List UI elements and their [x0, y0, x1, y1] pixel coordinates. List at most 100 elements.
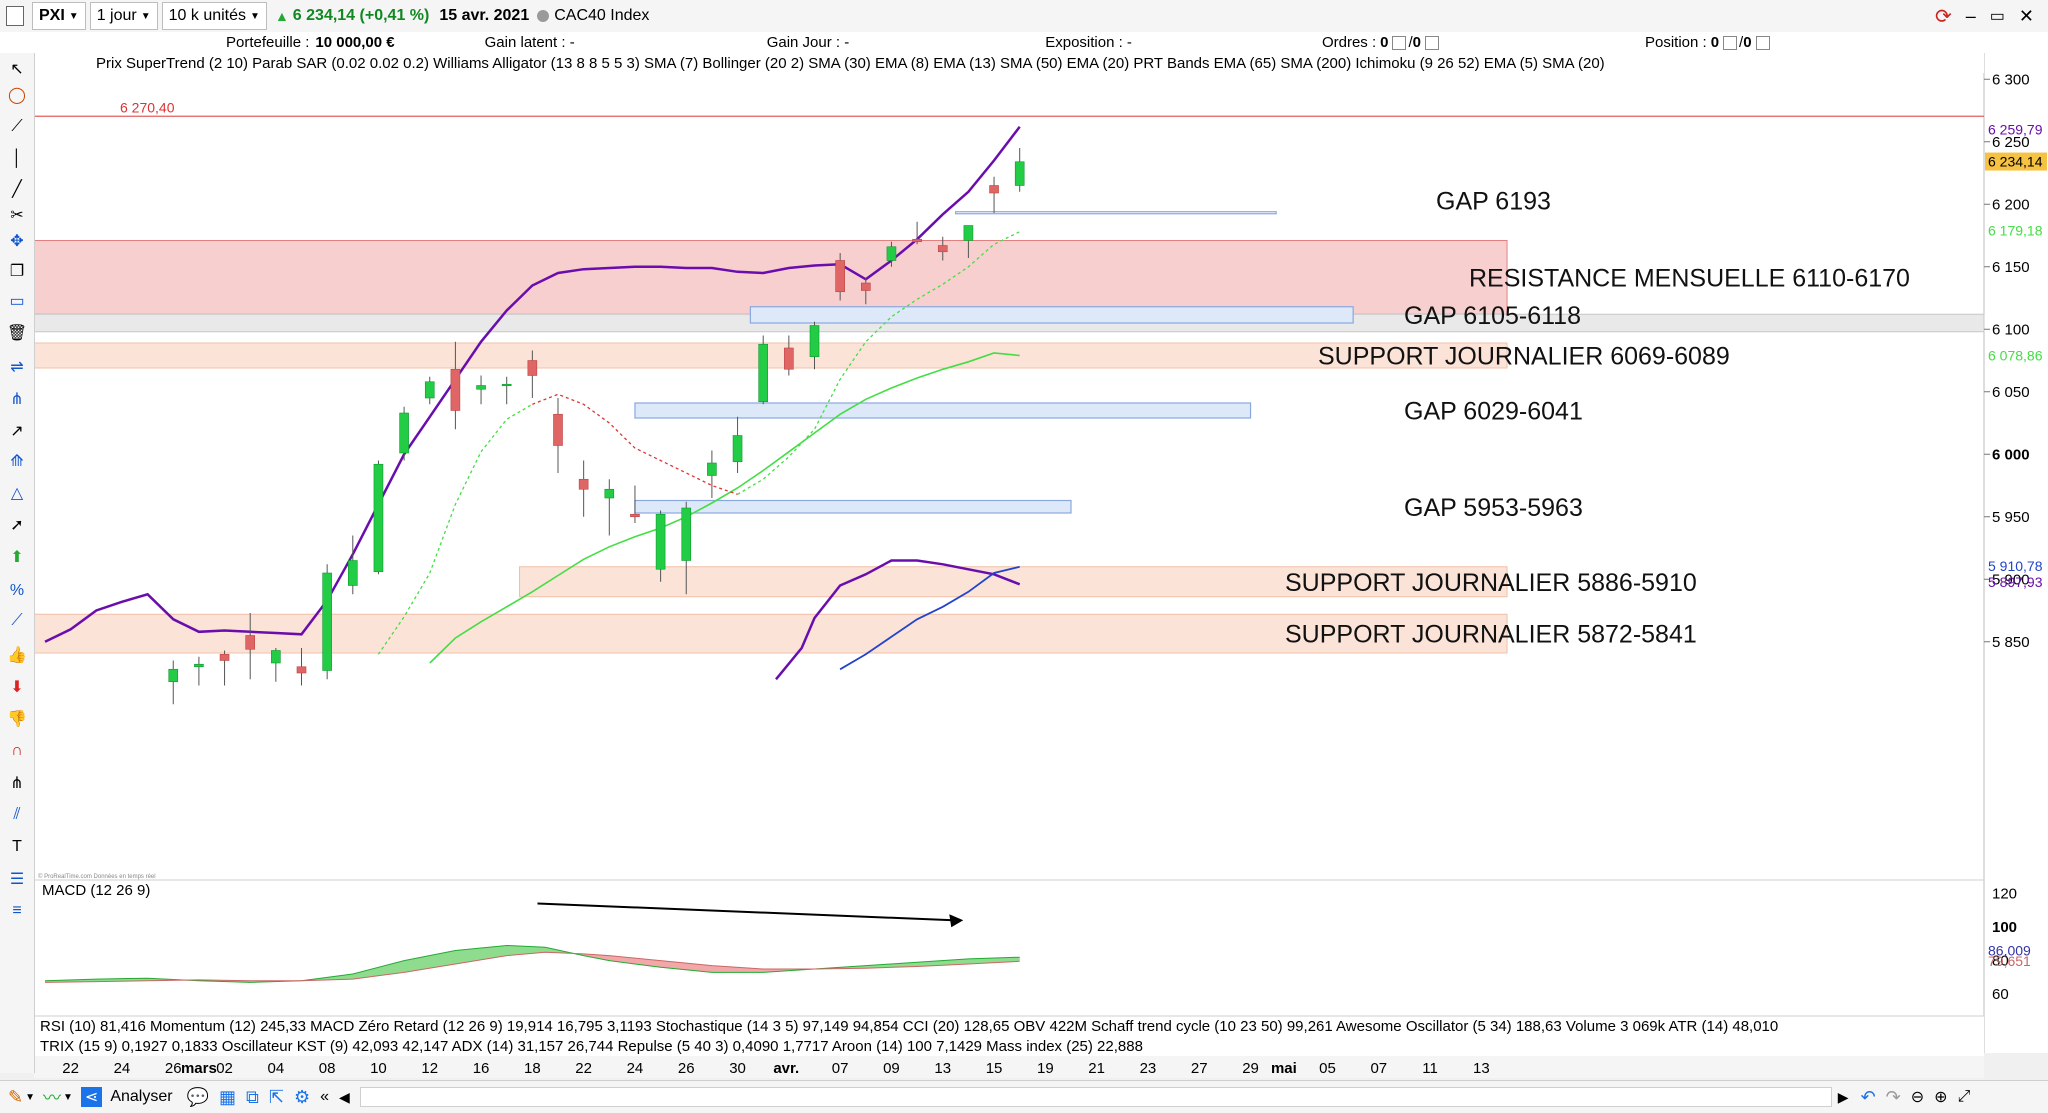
text-icon[interactable]: T: [12, 838, 22, 855]
bearish-candle[interactable]: [784, 347, 794, 370]
arrow-line-icon[interactable]: ↗: [10, 423, 24, 440]
share-icon[interactable]: ⋖: [80, 1087, 103, 1107]
bearish-candle[interactable]: [989, 185, 999, 194]
bearish-candle[interactable]: [245, 635, 255, 650]
indicator-icon[interactable]: 〰: [43, 1088, 61, 1108]
percent-icon[interactable]: %: [9, 582, 25, 599]
green-arrow-icon[interactable]: ⬆: [10, 549, 24, 566]
arrow-icon[interactable]: ➚: [10, 517, 24, 534]
bullish-candle[interactable]: [373, 463, 384, 573]
segment-icon[interactable]: ⟋: [11, 118, 23, 135]
undo-icon[interactable]: ↶: [1860, 1086, 1876, 1107]
bullish-candle[interactable]: [399, 412, 409, 454]
regression-icon[interactable]: ⫽: [13, 806, 21, 823]
minimize-icon[interactable]: –: [1965, 5, 1976, 26]
bullish-candle[interactable]: [732, 435, 743, 463]
position-box-icon[interactable]: [1755, 35, 1770, 50]
units-selector[interactable]: 10 k unités ▼: [161, 2, 267, 30]
pencil-icon[interactable]: ✎: [8, 1086, 24, 1107]
thumbs-up-icon[interactable]: 👍: [7, 647, 27, 664]
oscillator-row-1[interactable]: RSI (10) 81,416 Momentum (12) 245,33 MAC…: [40, 1018, 1778, 1035]
horizontal-scrollbar[interactable]: [359, 1087, 1832, 1107]
bearish-candle[interactable]: [937, 245, 948, 253]
bullish-candle[interactable]: [681, 507, 692, 561]
bullish-candle[interactable]: [347, 560, 358, 586]
collapse-icon[interactable]: «: [320, 1088, 329, 1105]
copy-icon[interactable]: ❐: [9, 263, 25, 280]
bullish-candle[interactable]: [501, 383, 512, 387]
bearish-candle[interactable]: [450, 368, 461, 411]
position-box-icon[interactable]: [1723, 35, 1738, 50]
triangle-icon[interactable]: △: [10, 485, 24, 502]
bullish-candle[interactable]: [886, 246, 897, 261]
macd-label[interactable]: MACD (12 26 9): [42, 882, 150, 899]
bullish-candle[interactable]: [1014, 161, 1025, 186]
oscillator-row-2[interactable]: TRIX (15 9) 0,1927 0,1833 Oscillateur KS…: [40, 1038, 1143, 1055]
period-selector[interactable]: 1 jour ▼: [89, 2, 158, 30]
bullish-candle[interactable]: [194, 663, 204, 668]
ellipse-icon[interactable]: ◯: [8, 87, 26, 104]
bearish-candle[interactable]: [578, 478, 589, 490]
bearish-candle[interactable]: [835, 260, 845, 293]
close-icon[interactable]: ✕: [2018, 5, 2034, 26]
move-icon[interactable]: ✥: [10, 233, 24, 250]
zoom-in-icon[interactable]: ⊕: [1934, 1089, 1948, 1106]
pitchfork-icon[interactable]: ⋔: [10, 775, 24, 792]
bullish-candle[interactable]: [758, 343, 769, 403]
chat-icon[interactable]: 💬: [186, 1086, 209, 1107]
maximize-icon[interactable]: ▭: [1989, 8, 2005, 25]
vertical-line-icon[interactable]: │: [12, 150, 22, 167]
toolbar-left-icon[interactable]: [6, 6, 24, 26]
bullish-candle[interactable]: [271, 650, 281, 664]
bearish-candle[interactable]: [553, 413, 563, 446]
indicator-legend[interactable]: Prix SuperTrend (2 10) Parab SAR (0.02 0…: [96, 55, 1605, 72]
thumbs-down-icon[interactable]: 👎: [7, 711, 27, 728]
bullish-candle[interactable]: [168, 668, 179, 683]
bullish-candle[interactable]: [655, 513, 666, 570]
chevron-down-icon[interactable]: ▼: [25, 1091, 35, 1103]
horizontal-lines-icon[interactable]: ☰: [9, 871, 25, 888]
analyser-button[interactable]: Analyser: [110, 1088, 173, 1105]
rectangle-icon[interactable]: ▭: [9, 293, 25, 310]
red-arrow-icon[interactable]: ⬇: [10, 679, 24, 696]
bearish-candle[interactable]: [860, 282, 871, 291]
bullish-candle[interactable]: [963, 225, 974, 241]
scroll-left-icon[interactable]: ◀: [339, 1088, 350, 1105]
export-icon[interactable]: ⇱: [268, 1086, 284, 1107]
trend-arrow-line[interactable]: [537, 902, 954, 922]
gann-icon[interactable]: ⟋: [11, 612, 23, 629]
bearish-candle[interactable]: [630, 513, 640, 518]
fit-icon[interactable]: ⤢: [1957, 1088, 1971, 1105]
zoom-out-icon[interactable]: ⊖: [1910, 1089, 1925, 1106]
refresh-icon[interactable]: ⟳: [1935, 5, 1952, 28]
pointer-icon[interactable]: ↖: [10, 61, 24, 78]
bullish-candle[interactable]: [707, 462, 717, 476]
trash-icon[interactable]: 🗑: [6, 325, 28, 342]
bullish-candle[interactable]: [424, 381, 435, 399]
channel-icon[interactable]: ⇌: [10, 359, 24, 376]
fib-levels-icon[interactable]: ≡: [12, 902, 22, 919]
ordres-box-icon[interactable]: [1392, 35, 1407, 50]
tools-icon[interactable]: ✂: [10, 207, 24, 224]
table-icon[interactable]: ▦: [218, 1086, 236, 1107]
bullish-candle[interactable]: [322, 572, 332, 671]
fan-icon[interactable]: ⟰: [10, 453, 24, 470]
settings-icon[interactable]: ⚙: [293, 1086, 311, 1107]
fibonacci-icon[interactable]: ⋔: [10, 391, 24, 408]
bearish-candle[interactable]: [219, 653, 230, 661]
symbol-selector[interactable]: PXI ▼: [32, 2, 86, 30]
screenshot-icon[interactable]: ⧉: [246, 1086, 259, 1107]
bullish-candle[interactable]: [604, 488, 615, 499]
scroll-right-icon[interactable]: ▶: [1837, 1088, 1849, 1105]
bullish-candle[interactable]: [809, 325, 820, 358]
redo-icon[interactable]: ↷: [1885, 1086, 1901, 1107]
magnet-icon[interactable]: ∩: [11, 742, 23, 759]
bearish-candle[interactable]: [527, 360, 538, 376]
price-chart[interactable]: 6 270,40 RESISTANCE MENSUELLE 6110-6170 S…: [0, 53, 2048, 1080]
ordres-box-icon[interactable]: [1424, 35, 1439, 50]
chevron-down-icon[interactable]: ▼: [63, 1091, 73, 1103]
bearish-candle[interactable]: [296, 666, 307, 674]
bullish-candle[interactable]: [476, 385, 486, 390]
bearish-candle[interactable]: [912, 238, 922, 243]
trend-line-icon[interactable]: ╱: [12, 181, 22, 198]
